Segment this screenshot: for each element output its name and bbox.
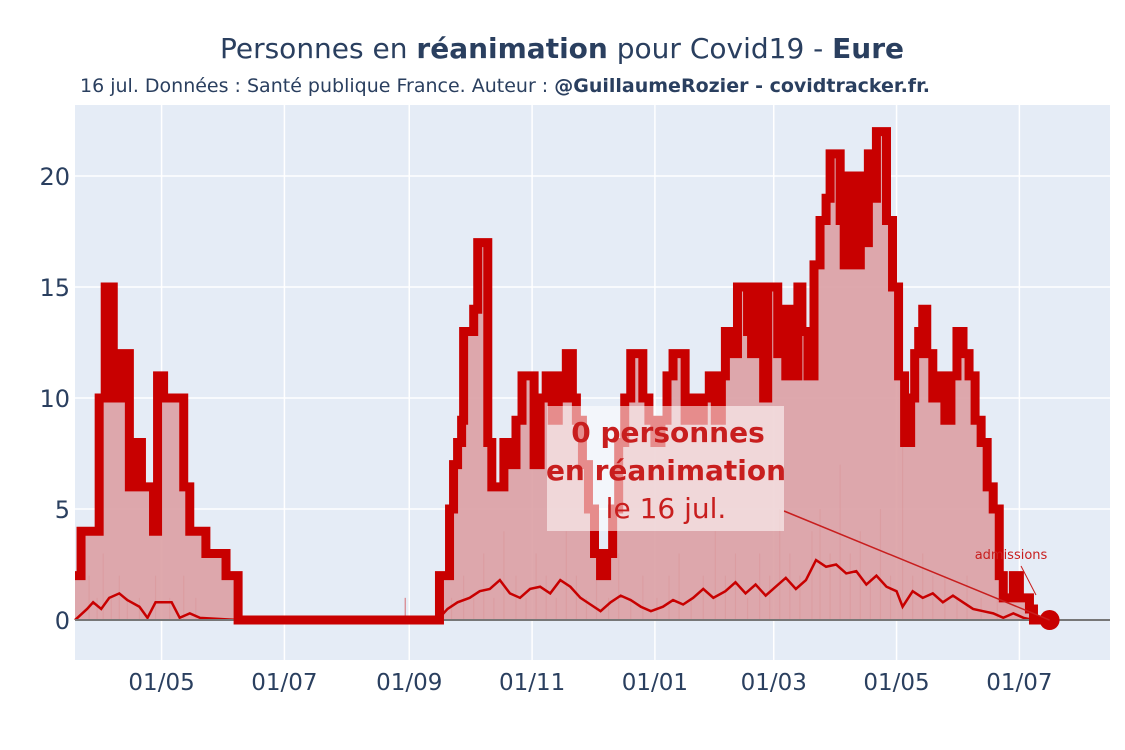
y-tick-label: 0 [55, 607, 70, 635]
y-tick-label: 10 [39, 385, 70, 413]
chart-title: Personnes en réanimation pour Covid19 - … [220, 32, 904, 65]
x-tick-label: 01/05 [863, 670, 929, 696]
x-tick-label: 01/07 [251, 670, 317, 696]
reanimation-line [75, 127, 1050, 625]
annotation-line-2: en réanimation [546, 454, 786, 487]
admissions-label: admissions [975, 548, 1048, 563]
y-tick-label: 20 [39, 163, 70, 191]
x-tick-label: 01/07 [986, 670, 1052, 696]
y-axis-ticks: 0 5 10 15 20 [39, 163, 70, 635]
x-axis-ticks: 01/05 01/07 01/09 01/11 01/01 01/03 01/05 01/07 [128, 670, 1052, 696]
x-tick-label: 01/01 [622, 670, 688, 696]
y-tick-label: 15 [39, 274, 70, 302]
x-tick-label: 01/11 [499, 670, 565, 696]
annotation-line-3: le 16 jul. [606, 492, 727, 525]
x-tick-label: 01/09 [376, 670, 442, 696]
x-tick-label: 01/03 [741, 670, 807, 696]
x-tick-label: 01/05 [128, 670, 194, 696]
admissions-pointer-line [1020, 565, 1037, 596]
annotation-pointer-line [783, 510, 1050, 621]
annotation-line-1: 0 personnes [571, 416, 765, 449]
y-tick-label: 5 [55, 496, 70, 524]
chart-subtitle: 16 jul. Données : Santé publique France.… [80, 75, 930, 97]
admissions-line [74, 558, 1050, 622]
reanimation-area [75, 131, 1050, 621]
annotation-box [547, 406, 784, 531]
